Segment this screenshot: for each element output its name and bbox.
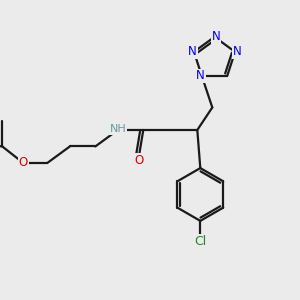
Text: N: N bbox=[196, 70, 205, 83]
Text: NH: NH bbox=[110, 124, 126, 134]
Text: N: N bbox=[188, 45, 197, 58]
Text: N: N bbox=[233, 45, 242, 58]
Text: N: N bbox=[212, 30, 220, 44]
Text: O: O bbox=[19, 156, 28, 169]
Text: O: O bbox=[134, 154, 143, 167]
Text: Cl: Cl bbox=[194, 236, 206, 248]
